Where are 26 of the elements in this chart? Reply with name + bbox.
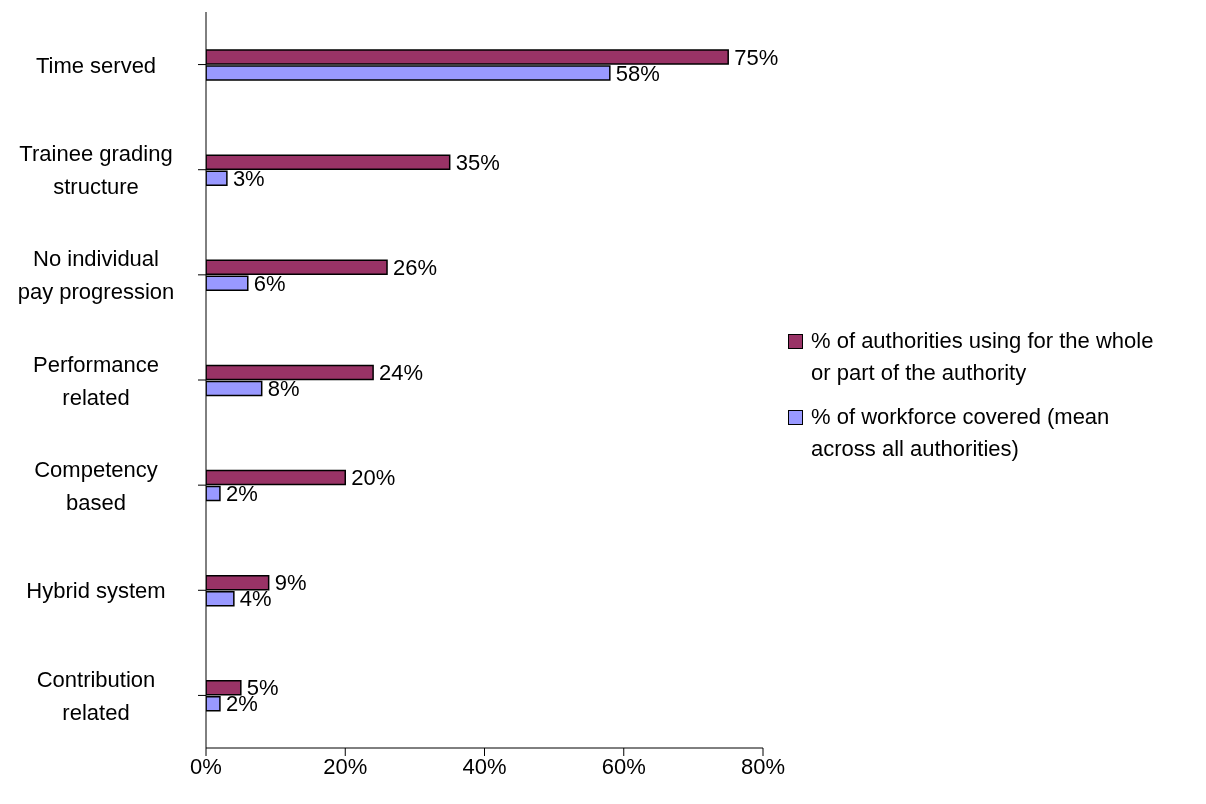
x-tick-label: 60% [601, 753, 646, 779]
x-tick-label: 20% [323, 753, 368, 779]
data-label: 2% [225, 481, 258, 507]
y-tick-label: Competency based [34, 456, 158, 515]
data-label: 8% [267, 375, 300, 401]
x-tick-label: 0% [190, 753, 222, 779]
legend-label: % of workforce covered (mean across all authorities) [811, 403, 1111, 463]
data-label: 4% [239, 586, 272, 612]
x-tick-label: 80% [740, 753, 786, 779]
y-tick-label: Hybrid system [26, 577, 166, 603]
data-label: 6% [253, 270, 286, 296]
y-tick-label: No individual pay progression [17, 245, 175, 304]
data-label: 58% [615, 60, 660, 86]
data-label: 3% [232, 165, 265, 191]
data-label: 35% [455, 149, 500, 175]
data-label: 26% [393, 254, 438, 280]
y-tick-label: Contribution related [36, 666, 156, 725]
data-label: 20% [351, 465, 396, 491]
legend-label: % of authorities using for the whole or part of the authority [811, 327, 1155, 387]
data-label: 9% [274, 570, 307, 596]
y-tick-label: Performance related [33, 351, 159, 409]
data-label: 24% [379, 359, 424, 385]
data-label: 75% [734, 44, 779, 70]
y-tick-label: Trainee grading structure [19, 140, 173, 199]
y-tick-label: Time served [35, 52, 157, 78]
x-tick-label: 40% [462, 753, 507, 779]
